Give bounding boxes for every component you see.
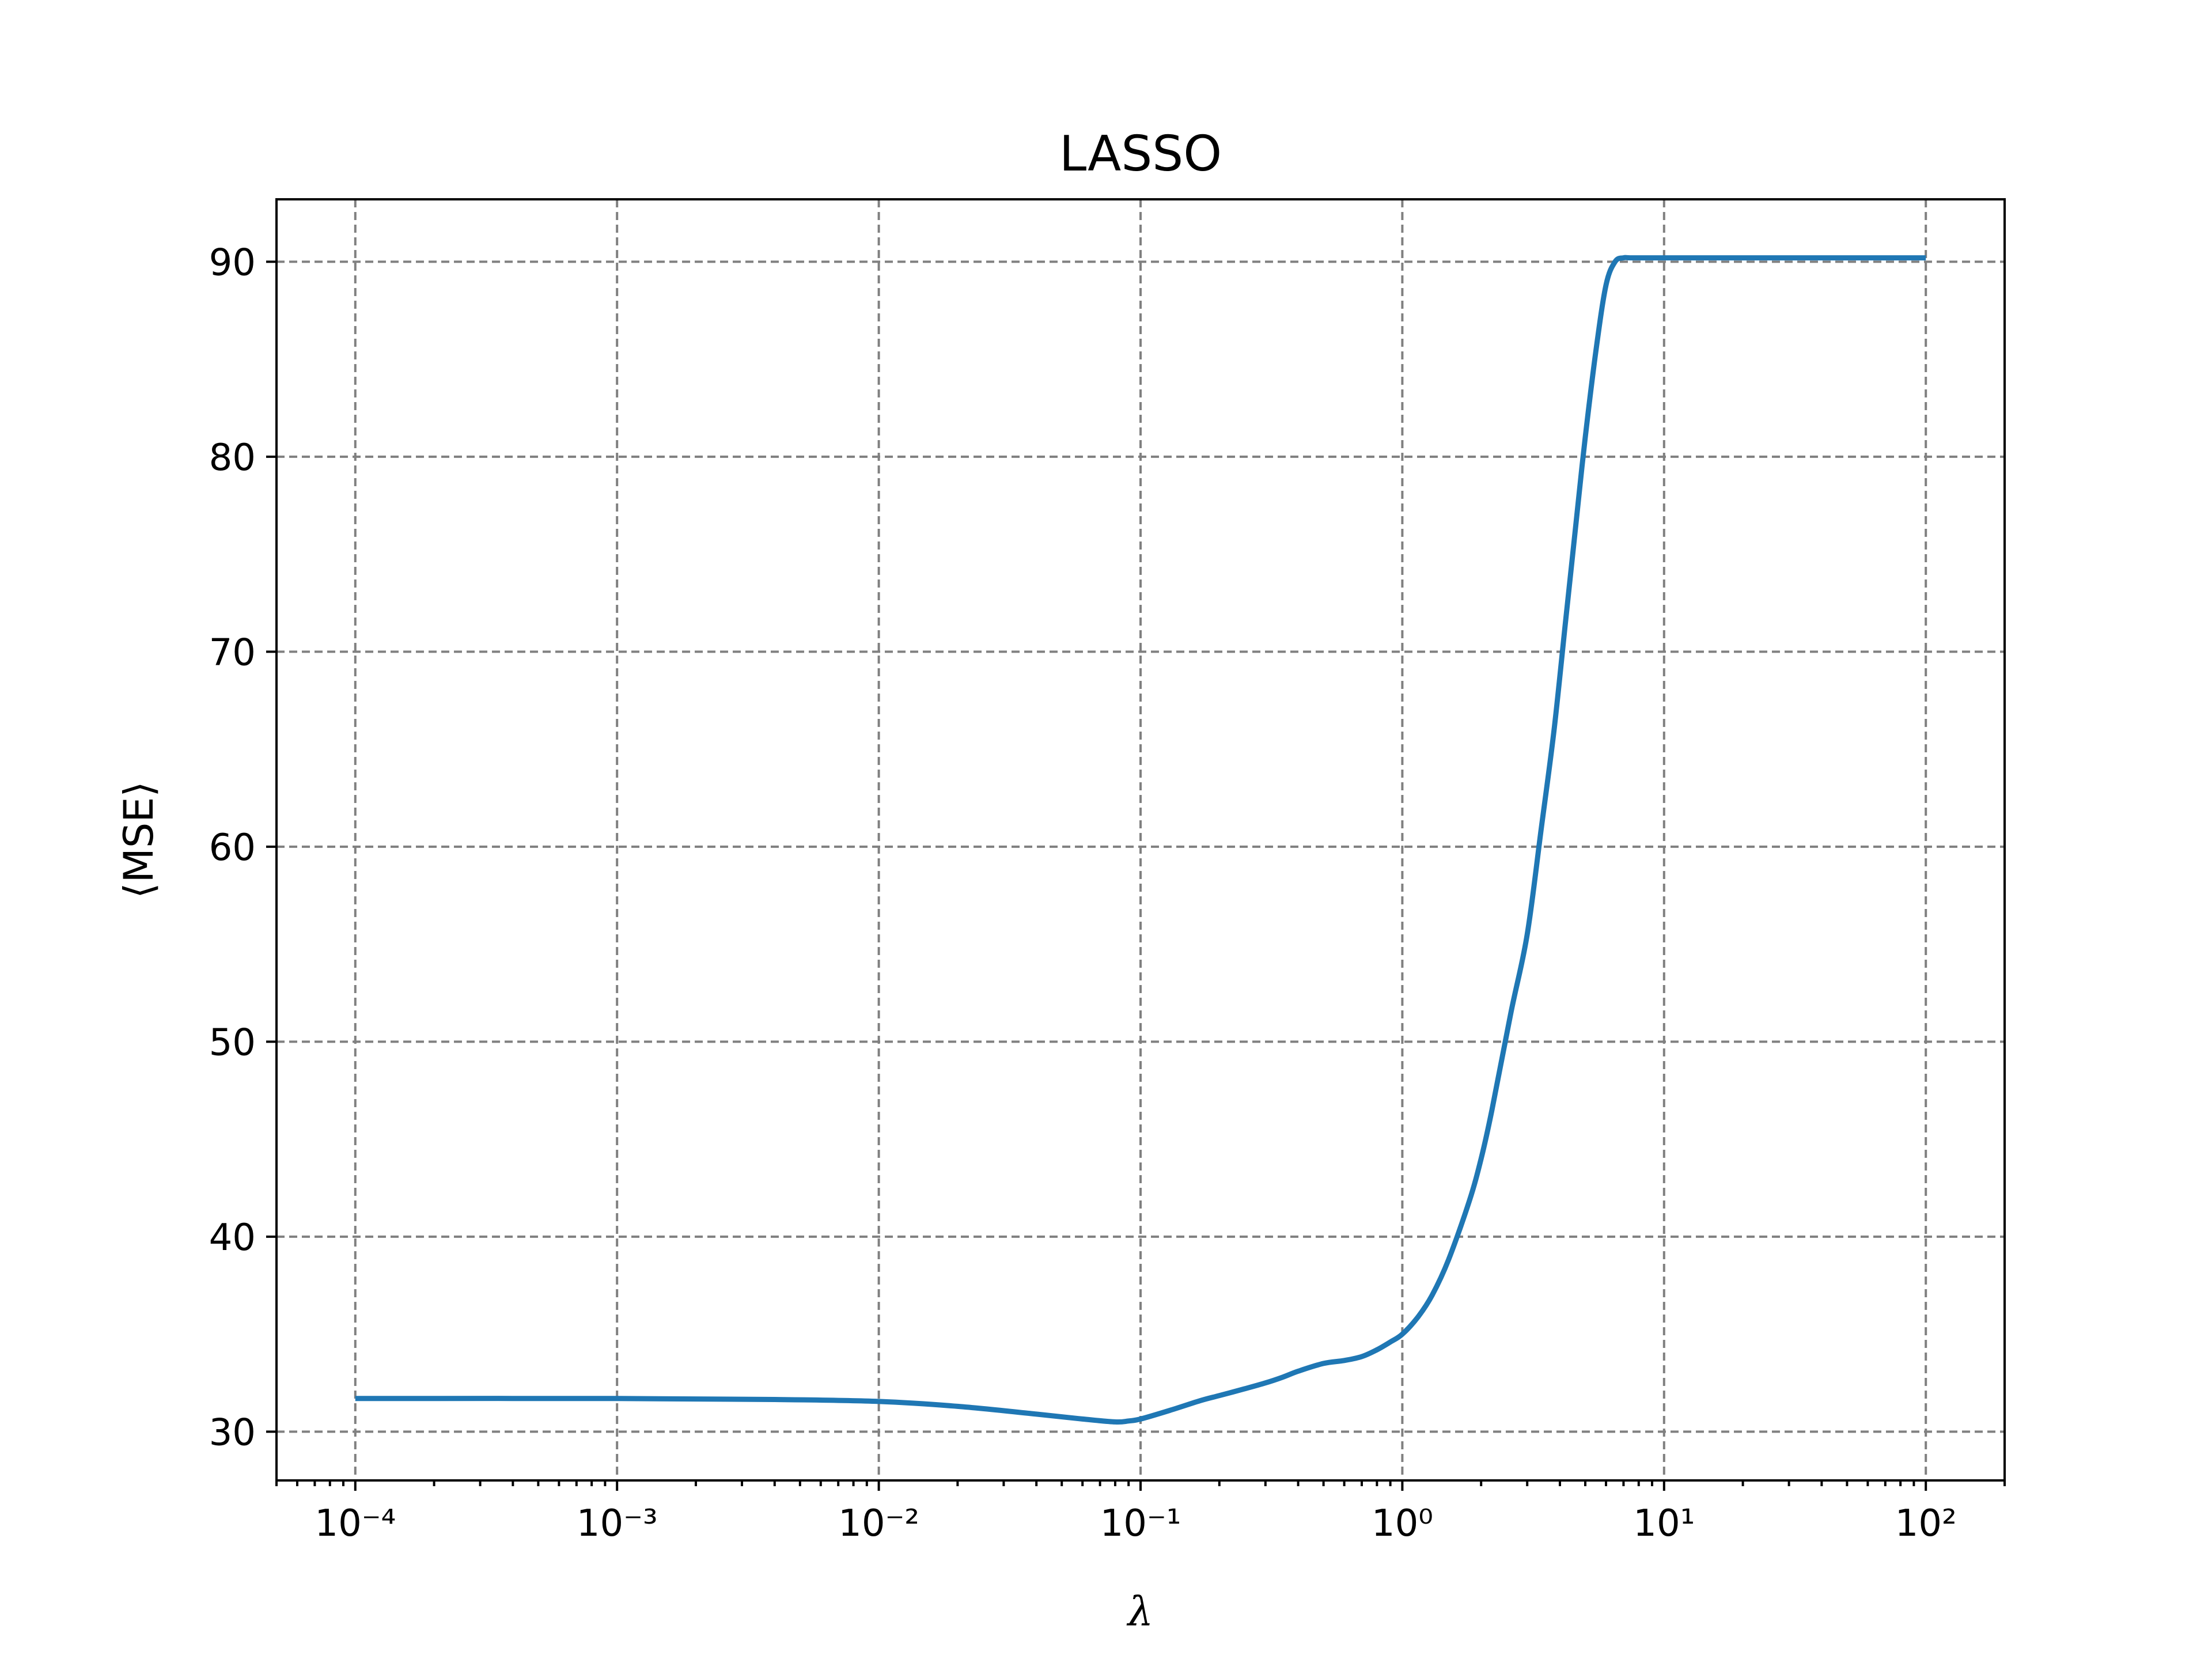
x-tick-label: 10⁻³	[577, 1502, 658, 1545]
ticks: 10⁻⁴ 10⁻³ 10⁻² 10⁻¹ 10⁰ 10¹ 10² 30 40 50 60 70 80 90	[209, 241, 2006, 1545]
y-tick-label: 50	[209, 1021, 256, 1064]
y-axis-label: ⟨MSE⟩	[115, 781, 162, 899]
y-tick-label: 70	[209, 631, 256, 674]
series-line-mse	[355, 255, 1926, 1425]
chart-title: LASSO	[1059, 126, 1222, 183]
x-tick-label: 10⁰	[1372, 1502, 1433, 1545]
series-layer	[355, 255, 1926, 1425]
y-tick-label: 30	[209, 1411, 256, 1454]
x-tick-label: 10⁻²	[838, 1502, 919, 1545]
x-tick-label: 10⁻¹	[1100, 1502, 1181, 1545]
x-tick-label: 10¹	[1633, 1502, 1695, 1545]
x-tick-label: 10⁻⁴	[315, 1502, 396, 1545]
x-tick-label: 10²	[1895, 1502, 1957, 1545]
y-tick-label: 40	[209, 1217, 256, 1259]
y-tick-label: 90	[209, 241, 256, 284]
grid-lines	[276, 199, 2005, 1480]
y-tick-label: 60	[209, 827, 256, 869]
y-tick-label: 80	[209, 437, 256, 479]
x-axis-label: λ	[1126, 1588, 1153, 1635]
